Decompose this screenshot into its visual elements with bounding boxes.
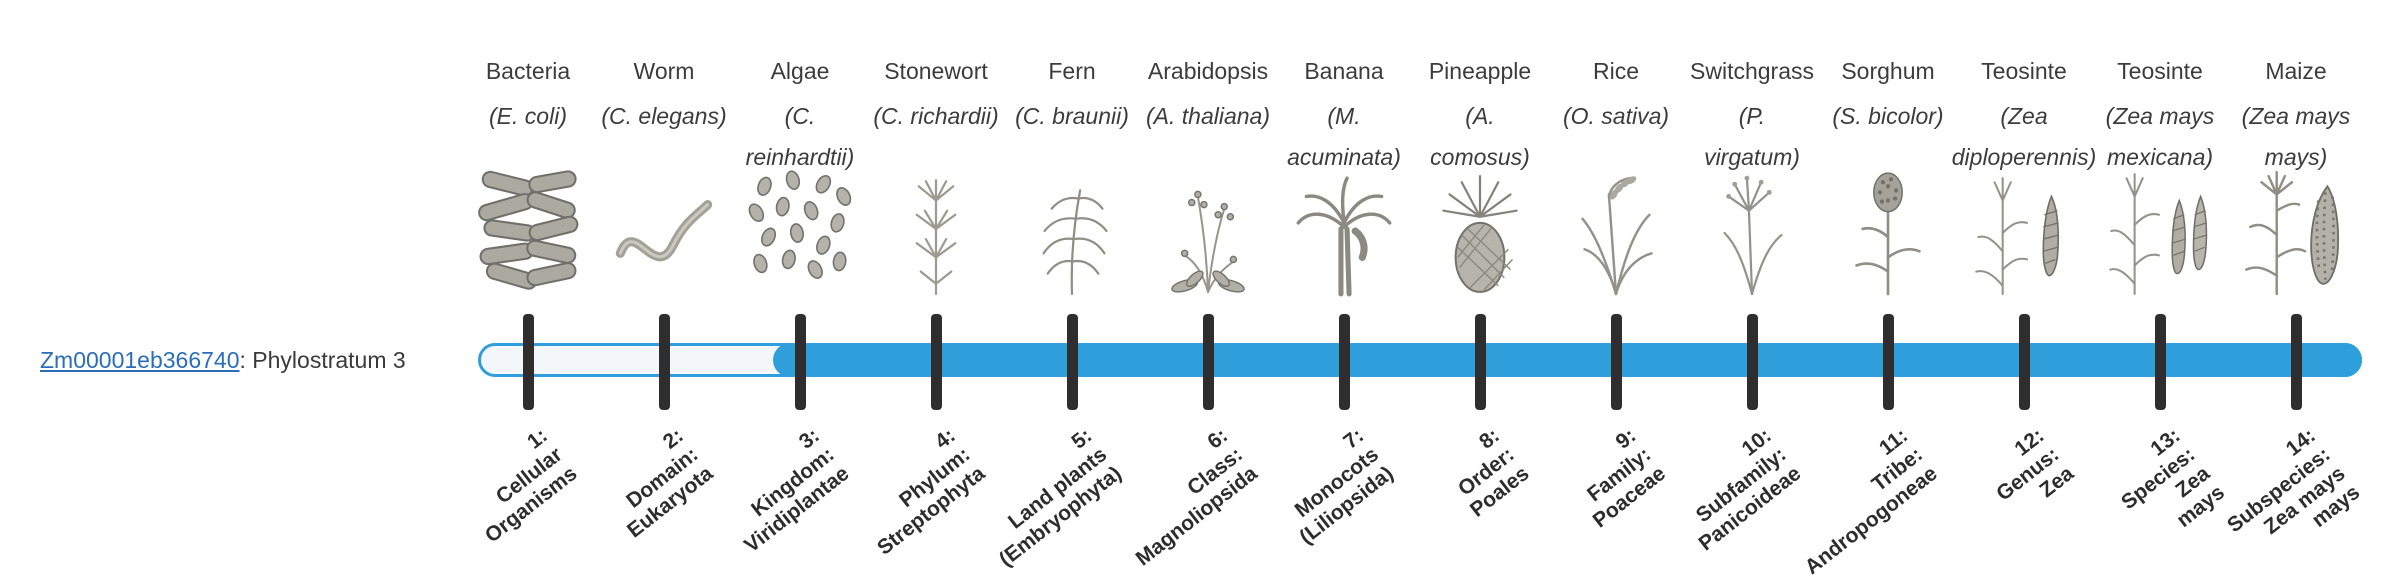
organism-latin-name: (P. virgatum) xyxy=(1704,103,1800,171)
phylostratum-rank-label-8: 8: Order: Poales xyxy=(1454,424,1534,522)
phylostratum-rank-label-5: 5: Land plants (Embryophyta) xyxy=(994,424,1126,572)
phylostratum-rank-label-13: 13: Species: Zea mays xyxy=(2116,424,2229,533)
sorghum-icon xyxy=(1829,166,1947,298)
organism-common-name: Bacteria xyxy=(485,58,571,84)
phylostratum-rank-label-1: 1: Cellular Organisms xyxy=(481,424,582,548)
organism-common-name: Algae xyxy=(770,58,830,84)
organism-common-name: Rice xyxy=(1592,58,1640,84)
rice-icon xyxy=(1557,166,1675,298)
organism-common-name: Banana xyxy=(1304,58,1384,84)
fern-icon xyxy=(1013,166,1131,298)
phylostratum-bar-fill xyxy=(773,343,2362,377)
organism-latin-name: (C. richardii) xyxy=(873,103,999,129)
phylostratum-bar-track xyxy=(478,343,2362,377)
phylostratum-tick-8 xyxy=(1474,314,1486,410)
organism-common-name: Fern xyxy=(1048,58,1096,84)
organism-common-name: Teosinte xyxy=(2117,58,2203,84)
organism-latin-name: (C. reinhardtii) xyxy=(745,103,855,171)
worm-icon xyxy=(605,166,723,298)
phylostratum-rank-label-6: 6: Class: Magnoliopsida xyxy=(1131,424,1262,571)
pineapple-icon xyxy=(1421,166,1539,298)
phylostratum-tick-7 xyxy=(1338,314,1350,410)
phylostratum-tick-10 xyxy=(1746,314,1758,410)
organism-common-name: Stonewort xyxy=(884,58,988,84)
bacteria-icon xyxy=(469,166,587,298)
organism-latin-name: (C. elegans) xyxy=(601,103,727,129)
organism-latin-name: (M. acuminata) xyxy=(1287,103,1401,171)
phylostratum-tick-13 xyxy=(2154,314,2166,410)
organism-common-name: Switchgrass xyxy=(1690,58,1814,84)
organism-latin-name: (A. comosus) xyxy=(1430,103,1530,171)
organism-latin-name: (C. braunii) xyxy=(1015,103,1129,129)
organism-common-name: Teosinte xyxy=(1981,58,2067,84)
organism-common-name: Sorghum xyxy=(1841,58,1935,84)
algae-icon xyxy=(741,166,859,298)
phylostratum-tick-11 xyxy=(1882,314,1894,410)
organism-latin-name: (A. thaliana) xyxy=(1145,103,1271,129)
phylostratum-tick-12 xyxy=(2018,314,2030,410)
organism-common-name: Maize xyxy=(2265,58,2327,84)
organism-latin-name: (E. coli) xyxy=(489,103,567,129)
arabidopsis-icon xyxy=(1149,166,1267,298)
organism-latin-name: (Zea diploperennis) xyxy=(1951,103,2097,171)
phylostratum-rank-label-3: 3: Kingdom: Viridiplantae xyxy=(740,424,854,558)
organism-common-name: Worm xyxy=(633,58,695,84)
gene-label-suffix: : Phylostratum 3 xyxy=(239,347,406,373)
organism-latin-name: (Zea mays mexicana) xyxy=(2105,103,2215,171)
phylostratum-tick-6 xyxy=(1202,314,1214,410)
phylostratum-tick-9 xyxy=(1610,314,1622,410)
teosinte-mexicana-icon xyxy=(2101,166,2219,298)
gene-link[interactable]: Zm00001eb366740 xyxy=(40,347,240,373)
phylostratum-rank-label-14: 14: Subspecies: Zea mays mays xyxy=(2223,424,2365,540)
phylostratum-rank-label-2: 2: Domain: Eukaryota xyxy=(622,424,718,543)
phylostratum-rank-label-11: 11: Tribe: Andropogoneae xyxy=(1800,424,1942,580)
switchgrass-icon xyxy=(1693,166,1811,298)
phylostratum-tick-1 xyxy=(522,314,534,410)
stonewort-icon xyxy=(877,166,995,298)
phylostratum-rank-label-7: 7: Monocots (Liliopsida) xyxy=(1290,424,1398,550)
organism-common-name: Arabidopsis xyxy=(1147,58,1269,84)
phylostratum-tick-2 xyxy=(658,314,670,410)
phylostratum-rank-label-12: 12: Genus: Zea xyxy=(1991,424,2078,506)
phylostratum-tick-14 xyxy=(2290,314,2302,410)
phylostratum-rank-label-9: 9: Family: Poaceae xyxy=(1582,424,1670,533)
phylostratum-tick-3 xyxy=(794,314,806,410)
phylostratum-rank-label-4: 4: Phylum: Streptophyta xyxy=(873,424,990,560)
organism-latin-name: (S. bicolor) xyxy=(1832,103,1944,129)
phylostratum-tick-5 xyxy=(1066,314,1078,410)
organism-latin-name: (O. sativa) xyxy=(1562,103,1670,129)
organism-latin-name: (Zea mays mays) xyxy=(2241,103,2351,171)
teosinte-diploperennis-icon xyxy=(1965,166,2083,298)
phylostratum-tick-4 xyxy=(930,314,942,410)
gene-label: Zm00001eb366740: Phylostratum 3 xyxy=(40,347,406,374)
organism-common-name: Pineapple xyxy=(1428,58,1532,84)
maize-icon xyxy=(2237,166,2355,298)
banana-icon xyxy=(1285,166,1403,298)
